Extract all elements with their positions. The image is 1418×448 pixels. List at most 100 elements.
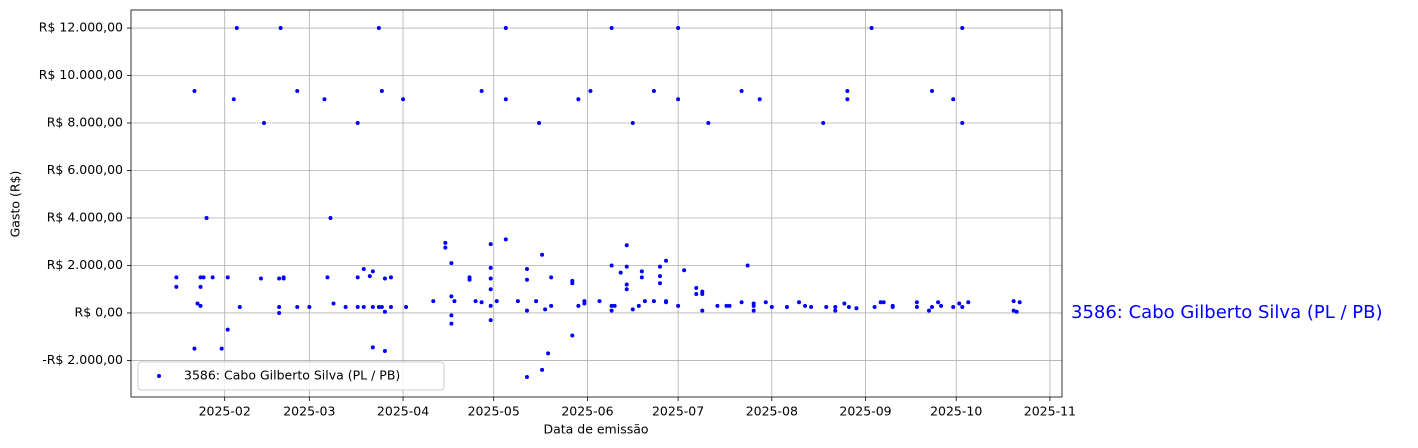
point xyxy=(322,97,327,102)
point xyxy=(443,240,448,245)
point xyxy=(204,215,209,220)
point xyxy=(195,301,200,306)
point xyxy=(540,367,545,372)
point xyxy=(694,286,699,291)
point xyxy=(277,276,282,281)
legend: 3586: Cabo Gilberto Silva (PL / PB) xyxy=(137,361,445,391)
point xyxy=(367,274,372,279)
point xyxy=(488,276,493,281)
point xyxy=(821,121,826,126)
point xyxy=(524,375,529,380)
point xyxy=(588,88,593,93)
point xyxy=(676,303,681,308)
point xyxy=(639,269,644,274)
y-tick-label: -R$ 2.000,00 xyxy=(42,352,123,367)
point xyxy=(225,327,230,332)
point xyxy=(452,299,457,304)
point xyxy=(715,303,720,308)
point xyxy=(936,300,941,305)
point xyxy=(295,88,300,93)
point xyxy=(739,88,744,93)
point xyxy=(751,301,756,306)
point xyxy=(258,276,263,281)
x-tick-label: 2025-02 xyxy=(199,404,251,419)
point xyxy=(769,305,774,310)
y-tick-label: R$ 10.000,00 xyxy=(39,67,123,82)
point xyxy=(174,275,179,280)
legend-label: 3586: Cabo Gilberto Silva (PL / PB) xyxy=(184,368,400,383)
x-tick-label: 2025-08 xyxy=(746,404,798,419)
point xyxy=(724,303,729,308)
point xyxy=(376,26,381,31)
point xyxy=(642,299,647,304)
point xyxy=(231,97,236,102)
point xyxy=(727,303,732,308)
point xyxy=(842,301,847,306)
point xyxy=(488,265,493,270)
point xyxy=(295,305,300,310)
point xyxy=(797,300,802,305)
point xyxy=(537,121,542,126)
point xyxy=(803,303,808,308)
point xyxy=(676,97,681,102)
point xyxy=(927,308,931,313)
point xyxy=(449,321,454,326)
point xyxy=(824,305,829,310)
point xyxy=(515,299,520,304)
point xyxy=(534,299,539,304)
point xyxy=(869,26,874,31)
point xyxy=(966,300,971,305)
legend-marker xyxy=(157,374,161,378)
point xyxy=(278,26,283,31)
point xyxy=(651,88,656,93)
point xyxy=(494,299,499,304)
point xyxy=(192,88,197,93)
point xyxy=(957,301,962,306)
x-axis-label: Data de emissão xyxy=(543,422,648,437)
point xyxy=(524,267,529,272)
point xyxy=(624,282,629,287)
x-tick-label: 2025-10 xyxy=(930,404,982,419)
point xyxy=(201,275,206,280)
point xyxy=(488,287,493,292)
point xyxy=(488,303,493,308)
point xyxy=(890,305,895,310)
point xyxy=(639,275,644,280)
point xyxy=(951,305,956,310)
point xyxy=(355,121,360,126)
point xyxy=(930,305,935,310)
point xyxy=(960,26,965,31)
point xyxy=(488,318,493,323)
point xyxy=(739,300,744,305)
point xyxy=(331,301,336,306)
point xyxy=(576,303,581,308)
point xyxy=(343,305,348,310)
point xyxy=(325,275,330,280)
x-tick-label: 2025-07 xyxy=(652,404,704,419)
point xyxy=(219,346,224,351)
point xyxy=(609,26,614,31)
point xyxy=(198,284,203,289)
point xyxy=(237,305,242,310)
point xyxy=(361,267,366,272)
point xyxy=(262,121,266,126)
point xyxy=(449,294,454,299)
point xyxy=(543,307,548,312)
point xyxy=(210,275,215,280)
point xyxy=(1011,299,1016,304)
point xyxy=(624,287,629,292)
point xyxy=(370,305,375,310)
point xyxy=(597,299,602,304)
point xyxy=(630,307,635,312)
y-tick-label: R$ 0,00 xyxy=(75,304,123,319)
point xyxy=(328,215,333,220)
point xyxy=(845,88,850,93)
annotation: 3586: Cabo Gilberto Silva (PL / PB) xyxy=(1071,302,1382,323)
x-tick-label: 2025-11 xyxy=(1024,404,1076,419)
point xyxy=(939,303,944,308)
point xyxy=(382,309,387,314)
point xyxy=(960,305,965,310)
point xyxy=(576,97,581,102)
point xyxy=(1011,308,1016,313)
